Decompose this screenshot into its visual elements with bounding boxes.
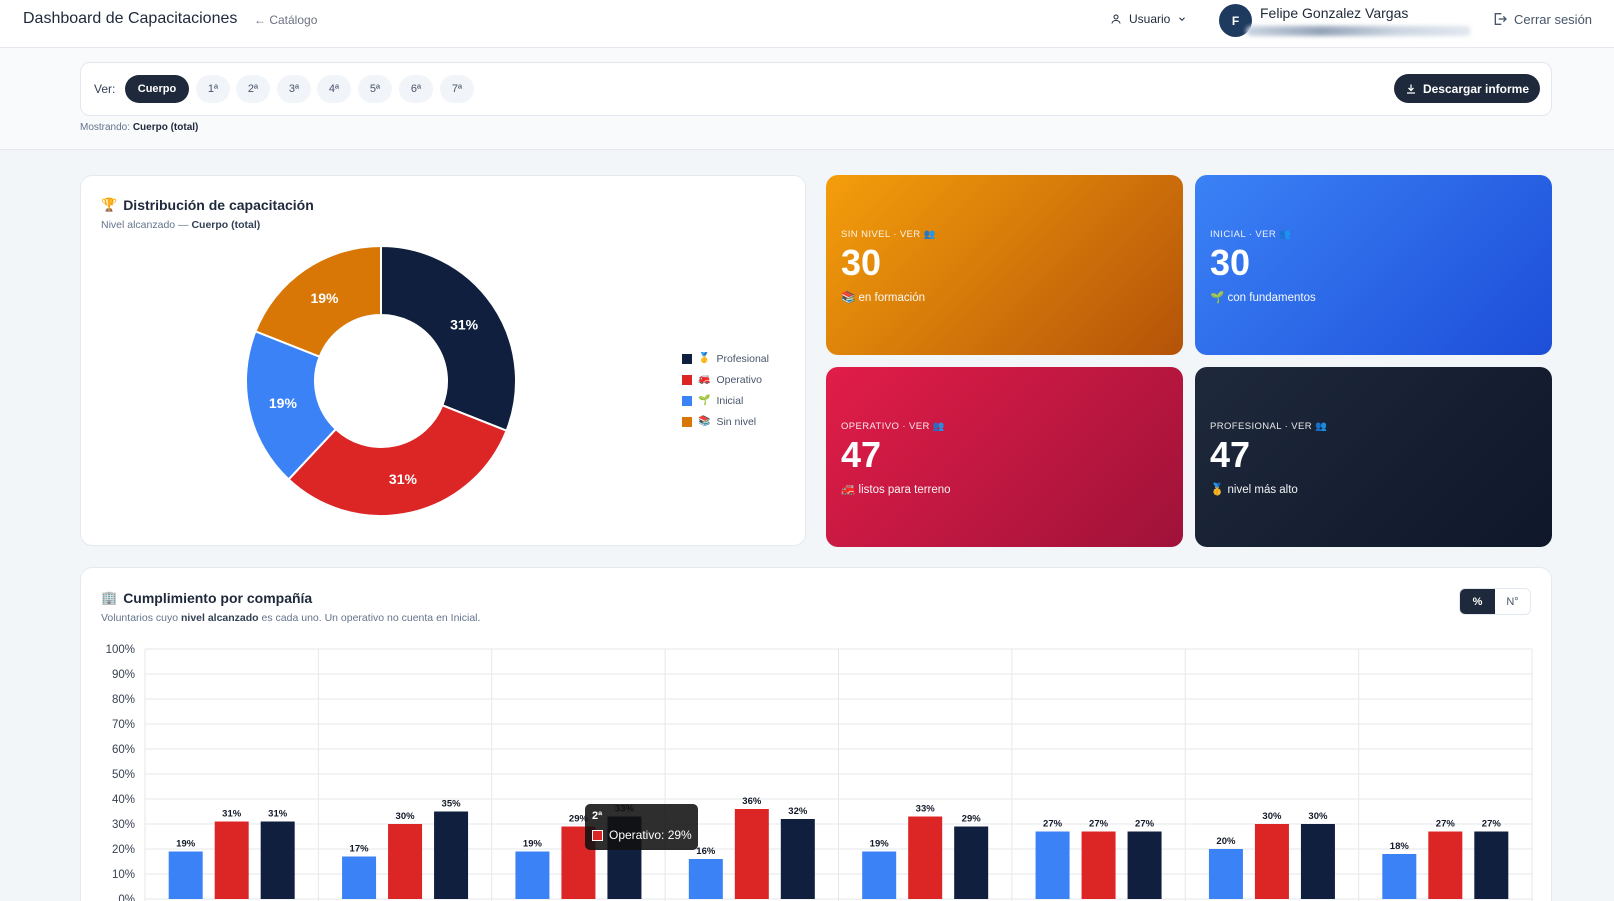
distribution-donut-chart: 31% 31% 19% 19% <box>245 244 517 517</box>
legend-item[interactable]: 🚒 Operativo <box>682 369 769 390</box>
tooltip-text: Operativo: 29% <box>609 828 692 842</box>
stat-label[interactable]: PROFESIONAL · VER 👥 <box>1210 421 1328 432</box>
donut-slice-operativo[interactable] <box>287 403 508 517</box>
distribution-legend: 🥇 Profesional 🚒 Operativo 🌱 Inicial 📚 Sin nivel <box>682 348 769 432</box>
stat-value: 47 <box>841 434 882 475</box>
chart-tooltip: 2ª Operativo: 29% <box>585 804 698 850</box>
user-menu-button[interactable]: Usuario <box>1110 12 1187 26</box>
stat-card-operativo[interactable]: OPERATIVO · VER 👥 47 🚒 listos para terre… <box>826 367 1183 547</box>
donut-slice-label: 31% <box>389 471 418 487</box>
unit-toggle: % N° <box>1459 588 1531 615</box>
trophy-icon: 🏆 <box>101 197 118 212</box>
top-bar: Dashboard de Capacitaciones ← Catálogo U… <box>0 0 1614 48</box>
compliance-subtitle-b: es cada uno. Un operativo no cuenta en I… <box>261 612 481 624</box>
chip-7[interactable]: 7ª <box>440 75 474 103</box>
user-menu-label: Usuario <box>1129 12 1171 26</box>
compliance-card: 🏢 Cumplimiento por compañía Voluntarios … <box>80 567 1552 901</box>
stat-label[interactable]: SIN NIVEL · VER 👥 <box>841 229 936 240</box>
donut-slice-inicial[interactable] <box>245 330 338 481</box>
toggle-percent[interactable]: % <box>1460 589 1495 614</box>
distribution-subtitle: Nivel alcanzado — Cuerpo (total) <box>101 219 260 231</box>
compliance-title: Cumplimiento por compañía <box>123 590 313 606</box>
chip-3[interactable]: 3ª <box>277 75 311 103</box>
legend-label: Operativo <box>716 373 762 386</box>
download-label: Descargar informe <box>1422 81 1530 96</box>
showing-indicator: Mostrando: Cuerpo (total) <box>80 122 198 133</box>
logout-button[interactable]: Cerrar sesión <box>1492 11 1592 27</box>
legend-label: Inicial <box>716 394 744 407</box>
donut-slice-label: 31% <box>450 317 479 333</box>
legend-item[interactable]: 📚 Sin nivel <box>682 411 769 432</box>
compliance-subtitle-bold: nivel alcanzado <box>180 612 259 624</box>
compliance-title-row: 🏢 Cumplimiento por compañía <box>101 590 312 606</box>
chip-1[interactable]: 1ª <box>196 75 230 103</box>
building-icon: 🏢 <box>101 590 118 605</box>
stat-card-inicial[interactable]: INICIAL · VER 👥 30 🌱 con fundamentos <box>1195 175 1552 355</box>
stat-description: 🌱 con fundamentos <box>1210 292 1316 304</box>
showing-value: Cuerpo (total) <box>132 122 199 133</box>
download-icon <box>1406 84 1415 94</box>
stat-label[interactable]: OPERATIVO · VER 👥 <box>841 421 945 432</box>
tooltip-title: 2ª <box>592 810 603 822</box>
stat-description: 🥇 nivel más alto <box>1210 484 1298 496</box>
chip-5[interactable]: 5ª <box>358 75 392 103</box>
toggle-count[interactable]: N° <box>1506 595 1519 608</box>
legend-swatch <box>682 353 692 364</box>
stat-card-sin-nivel[interactable]: SIN NIVEL · VER 👥 30 📚 en formación <box>826 175 1183 355</box>
donut-slice-sin-nivel[interactable] <box>254 244 382 359</box>
legend-swatch <box>682 374 692 385</box>
distribution-card: 🏆 Distribución de capacitación Nivel alc… <box>80 175 806 546</box>
chip-4[interactable]: 4ª <box>317 75 351 103</box>
distribution-subtitle-prefix: Nivel alcanzado — <box>101 219 189 231</box>
legend-emoji-icon: 📚 <box>698 416 711 427</box>
showing-prefix: Mostrando: <box>80 122 131 133</box>
logout-icon <box>1494 13 1507 25</box>
app-title: Dashboard de Capacitaciones <box>23 10 238 27</box>
donut-slice-label: 19% <box>310 290 339 306</box>
donut-slice-profesional[interactable] <box>380 244 517 432</box>
donut-slice-label: 19% <box>269 395 298 411</box>
user-icon <box>1111 14 1121 24</box>
stat-card-profesional[interactable]: PROFESIONAL · VER 👥 47 🥇 nivel más alto <box>1195 367 1552 547</box>
legend-emoji-icon: 🚒 <box>698 374 711 385</box>
chevron-down-icon <box>1179 17 1186 21</box>
chip-cuerpo[interactable]: Cuerpo <box>125 75 189 103</box>
back-to-catalog-link[interactable]: ← Catálogo <box>254 13 318 27</box>
user-name: Felipe Gonzalez Vargas <box>1260 5 1409 21</box>
chip-6[interactable]: 6ª <box>399 75 433 103</box>
legend-label: Sin nivel <box>716 415 757 428</box>
distribution-title: Distribución de capacitación <box>123 197 314 213</box>
stat-value: 30 <box>1210 242 1251 283</box>
distribution-title-row: 🏆 Distribución de capacitación <box>101 197 314 213</box>
chip-2[interactable]: 2ª <box>236 75 270 103</box>
user-email-redacted <box>1246 26 1471 36</box>
filter-card: Ver: Cuerpo 1ª 2ª 3ª 4ª 5ª 6ª 7ª Descarg… <box>80 62 1552 116</box>
stat-value: 47 <box>1210 434 1251 475</box>
legend-item[interactable]: 🥇 Profesional <box>682 348 769 369</box>
avatar[interactable]: F <box>1219 4 1252 37</box>
download-report-button[interactable]: Descargar informe <box>1394 74 1540 103</box>
compliance-subtitle: Voluntarios cuyo nivel alcanzado es cada… <box>101 612 480 624</box>
stat-label[interactable]: INICIAL · VER 👥 <box>1210 229 1292 240</box>
view-label: Ver: <box>94 82 116 96</box>
legend-swatch <box>682 395 692 406</box>
legend-label: Profesional <box>716 352 769 365</box>
compliance-subtitle-a: Voluntarios cuyo <box>101 612 179 624</box>
legend-emoji-icon: 🥇 <box>698 353 711 364</box>
stat-description: 🚒 listos para terreno <box>841 484 951 496</box>
stat-value: 30 <box>841 242 882 283</box>
legend-item[interactable]: 🌱 Inicial <box>682 390 769 411</box>
logout-label: Cerrar sesión <box>1514 11 1593 27</box>
tooltip-body: Operativo: 29% <box>592 828 692 842</box>
legend-swatch <box>682 416 692 427</box>
distribution-subtitle-bold: Cuerpo (total) <box>191 219 261 231</box>
tooltip-swatch <box>592 829 603 841</box>
stat-description: 📚 en formación <box>841 292 925 304</box>
legend-emoji-icon: 🌱 <box>698 395 711 406</box>
